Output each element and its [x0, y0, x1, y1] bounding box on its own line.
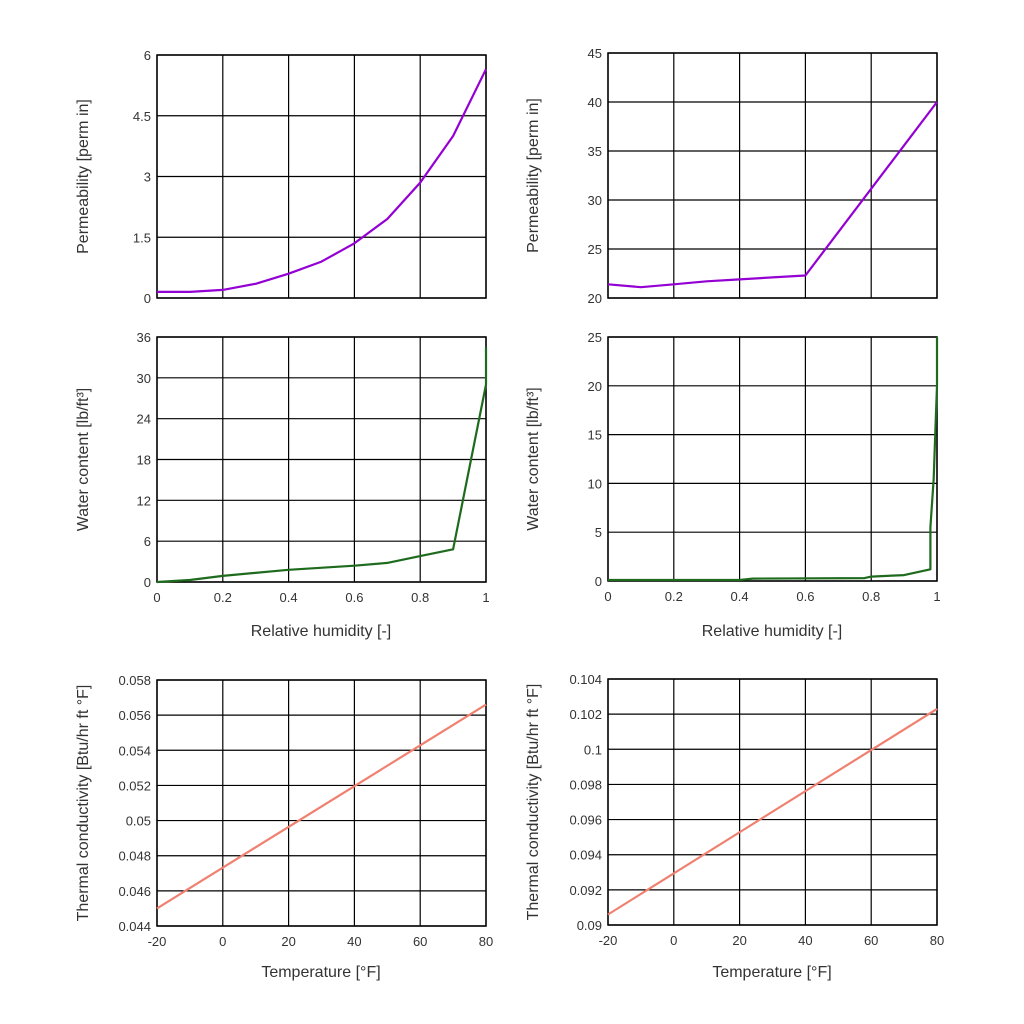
y-axis-label: Water content [lb/ft³]	[525, 387, 542, 530]
plot-area	[156, 679, 487, 927]
y-tick-label: 0	[144, 291, 151, 306]
y-tick-label: 0.102	[569, 707, 602, 722]
y-tick-label: 4.5	[133, 109, 151, 124]
x-tick-label: 0	[153, 590, 160, 605]
subplot-5: -20 0 20 40 60 80 0.044 0.046 0.048 0.05 0.052 0.05…	[75, 673, 493, 981]
x-tick-label: -20	[599, 933, 618, 948]
x-tick-label: 0.2	[214, 590, 232, 605]
x-tick-label: 0.4	[280, 590, 298, 605]
y-tick-label: 6	[144, 48, 151, 63]
x-tick-label: 1	[933, 589, 940, 604]
x-axis-label: Temperature [°F]	[712, 964, 831, 981]
y-tick-label: 25	[588, 330, 602, 345]
x-axis-label: Temperature [°F]	[261, 964, 380, 981]
x-tick-label: 40	[798, 933, 812, 948]
y-tick-label: 15	[588, 428, 602, 443]
y-tick-label: 20	[588, 379, 602, 394]
y-tick-label: 36	[137, 330, 151, 345]
y-axis-label: Permeability [perm in]	[75, 99, 92, 254]
plot-area	[607, 336, 938, 582]
y-tick-label: 25	[588, 242, 602, 257]
y-tick-label: 20	[588, 291, 602, 306]
y-tick-label: 10	[588, 476, 602, 491]
series-line	[156, 347, 488, 584]
y-tick-label: 0	[595, 574, 602, 589]
plot-area	[607, 52, 938, 299]
x-tick-label: 80	[930, 933, 944, 948]
series-line	[607, 101, 938, 289]
x-tick-label: 40	[347, 934, 361, 949]
y-axis-label: Water content [lb/ft³]	[75, 388, 92, 531]
y-tick-label: 0.1	[584, 742, 602, 757]
series-line	[608, 337, 939, 582]
y-axis-label: Thermal conductivity [Btu/hr ft °F]	[525, 684, 542, 921]
y-tick-label: 0.05	[126, 814, 151, 829]
series-line	[607, 707, 938, 916]
y-tick-label: 0.048	[118, 849, 151, 864]
x-tick-label: 0.8	[862, 589, 880, 604]
y-tick-label: 0.098	[569, 777, 602, 792]
x-tick-label: 0.6	[345, 590, 363, 605]
y-tick-label: 18	[137, 453, 151, 468]
y-tick-label: 24	[137, 412, 151, 427]
subplot-1: 0 1.5 3 4.5 6 Permeability [perm in]	[75, 48, 487, 306]
y-tick-label: 45	[588, 46, 602, 61]
x-tick-label: 0.4	[731, 589, 749, 604]
x-tick-label: -20	[148, 934, 167, 949]
subplot-6: -20 0 20 40 60 800.090.0920.0940.0960.0980.10…	[525, 672, 944, 981]
x-tick-label: 0	[670, 933, 677, 948]
x-tick-label: 60	[864, 933, 878, 948]
x-tick-label: 20	[281, 934, 295, 949]
y-tick-label: 6	[144, 534, 151, 549]
y-axis-label: Thermal conductivity [Btu/hr ft °F]	[75, 685, 92, 922]
y-tick-label: 35	[588, 144, 602, 159]
plot-area	[607, 678, 938, 926]
y-tick-label: 5	[595, 525, 602, 540]
x-tick-label: 0.8	[411, 590, 429, 605]
x-tick-label: 60	[413, 934, 427, 949]
x-tick-label: 0	[604, 589, 611, 604]
y-tick-label: 0.104	[569, 672, 602, 687]
subplot-3: 0 0.2 0.4 0.6 0.8 1 0 6 12 18 24 30 36 Water content …	[75, 330, 490, 640]
x-tick-label: 0.6	[796, 589, 814, 604]
y-tick-label: 0.058	[118, 673, 151, 688]
subplot-2: 20 25 30 35 40 45 Permeability [perm in]	[525, 46, 938, 306]
x-tick-label: 20	[732, 933, 746, 948]
y-tick-label: 0.094	[569, 848, 602, 863]
y-tick-label: 0.096	[569, 813, 602, 828]
x-tick-label: 1	[482, 590, 489, 605]
x-axis-label: Relative humidity [-]	[251, 623, 392, 640]
y-tick-label: 0	[144, 575, 151, 590]
y-tick-label: 0.046	[118, 884, 151, 899]
y-tick-label: 0.092	[569, 883, 602, 898]
series-line	[157, 68, 487, 293]
y-tick-label: 12	[137, 493, 151, 508]
series-line	[156, 703, 487, 910]
y-tick-label: 40	[588, 95, 602, 110]
y-tick-label: 0.054	[118, 743, 151, 758]
x-axis-label: Relative humidity [-]	[702, 623, 843, 640]
y-tick-label: 30	[588, 193, 602, 208]
x-tick-label: 0.2	[665, 589, 683, 604]
y-tick-label: 0.056	[118, 708, 151, 723]
x-tick-label: 80	[479, 934, 493, 949]
y-tick-label: 30	[137, 371, 151, 386]
y-tick-label: 0.052	[118, 778, 151, 793]
y-tick-label: 3	[144, 170, 151, 185]
y-axis-label: Permeability [perm in]	[525, 98, 542, 253]
y-tick-label: 0.044	[118, 919, 151, 934]
x-tick-label: 0	[219, 934, 226, 949]
y-tick-label: 0.09	[577, 918, 602, 933]
y-tick-label: 1.5	[133, 230, 151, 245]
